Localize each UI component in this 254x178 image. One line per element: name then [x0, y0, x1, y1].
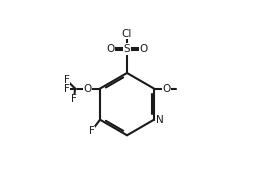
Text: F: F: [64, 83, 70, 94]
Text: F: F: [71, 94, 77, 104]
Text: F: F: [89, 126, 94, 136]
Text: N: N: [156, 115, 164, 125]
Text: O: O: [84, 83, 92, 94]
Text: O: O: [140, 44, 148, 54]
Text: F: F: [64, 75, 70, 85]
Text: O: O: [106, 44, 114, 54]
Text: Cl: Cl: [122, 29, 132, 39]
Text: S: S: [124, 44, 130, 54]
Text: O: O: [162, 83, 170, 94]
